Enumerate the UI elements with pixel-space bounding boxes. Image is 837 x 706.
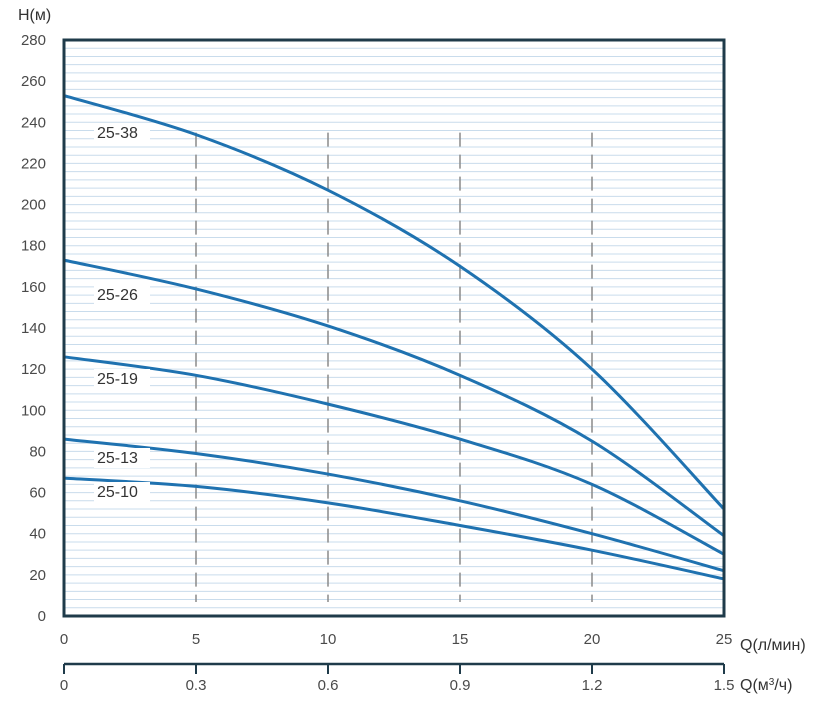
x2-tick-label: 0.6 bbox=[318, 677, 339, 694]
x2-axis-title: Q(м3/ч) bbox=[740, 677, 792, 695]
y-tick-label: 280 bbox=[21, 32, 46, 49]
x-tick-label: 5 bbox=[192, 631, 200, 648]
series-label-25-10: 25-10 bbox=[97, 484, 138, 501]
y-tick-label: 180 bbox=[21, 238, 46, 255]
series-label-bg bbox=[94, 448, 150, 468]
series-curves bbox=[63, 94, 726, 581]
y-tick-label: 120 bbox=[21, 361, 46, 378]
reference-lines bbox=[195, 132, 593, 602]
series-line-25-10 bbox=[63, 476, 725, 581]
y-tick-label: 20 bbox=[29, 567, 46, 584]
y-tick-labels: 0 20 40 60 80 100 120 140 160 180 200 220 240 260 280 bbox=[21, 32, 46, 625]
x-tick-labels: 0 5 10 15 20 25 bbox=[60, 631, 733, 648]
series-line-25-38 bbox=[63, 94, 726, 511]
x-tick-label: 0 bbox=[60, 631, 68, 648]
series-label-bg bbox=[94, 123, 150, 143]
y-tick-label: 160 bbox=[21, 279, 46, 296]
series-label-25-38: 25-38 bbox=[97, 125, 138, 142]
y-tick-label: 100 bbox=[21, 402, 46, 419]
series-label-bg bbox=[94, 369, 150, 389]
x-tick-label: 10 bbox=[320, 631, 337, 648]
x2-tick-label: 1.2 bbox=[582, 677, 603, 694]
y-tick-label: 240 bbox=[21, 114, 46, 131]
y-tick-label: 40 bbox=[29, 526, 46, 543]
series-line-25-13 bbox=[63, 437, 725, 573]
y-tick-label: 140 bbox=[21, 320, 46, 337]
series-label-25-26: 25-26 bbox=[97, 287, 138, 304]
y-tick-label: 0 bbox=[38, 608, 46, 625]
series-label-bg bbox=[94, 482, 150, 502]
series-label-25-19: 25-19 bbox=[97, 371, 138, 388]
x2-tick-label: 0.9 bbox=[450, 677, 471, 694]
y-tick-label: 220 bbox=[21, 155, 46, 172]
y-tick-label: 80 bbox=[29, 443, 46, 460]
y-axis-title: H(м) bbox=[18, 7, 51, 24]
x-axis-title: Q(л/мин) bbox=[740, 637, 806, 654]
x2-tick-label: 0 bbox=[60, 677, 68, 694]
x-tick-label: 20 bbox=[584, 631, 601, 648]
series-label-bg bbox=[94, 285, 150, 305]
series-label-25-13: 25-13 bbox=[97, 450, 138, 467]
series-line-25-26 bbox=[63, 258, 725, 537]
y-tick-label: 260 bbox=[21, 73, 46, 90]
x-tick-label: 25 bbox=[716, 631, 733, 648]
y-tick-label: 200 bbox=[21, 197, 46, 214]
plot-frame bbox=[62, 38, 726, 618]
x2-tick-label: 0.3 bbox=[186, 677, 207, 694]
x-tick-label: 15 bbox=[452, 631, 469, 648]
x2-tick-label: 1.5 bbox=[714, 677, 735, 694]
series-labels: 25-38 25-26 25-19 25-13 25-10 bbox=[94, 123, 150, 502]
series-line-25-19 bbox=[63, 355, 725, 556]
y-tick-label: 60 bbox=[29, 485, 46, 502]
secondary-x-axis: 0 0.3 0.6 0.9 1.2 1.5 bbox=[60, 662, 735, 694]
grid-lines bbox=[64, 47, 724, 609]
